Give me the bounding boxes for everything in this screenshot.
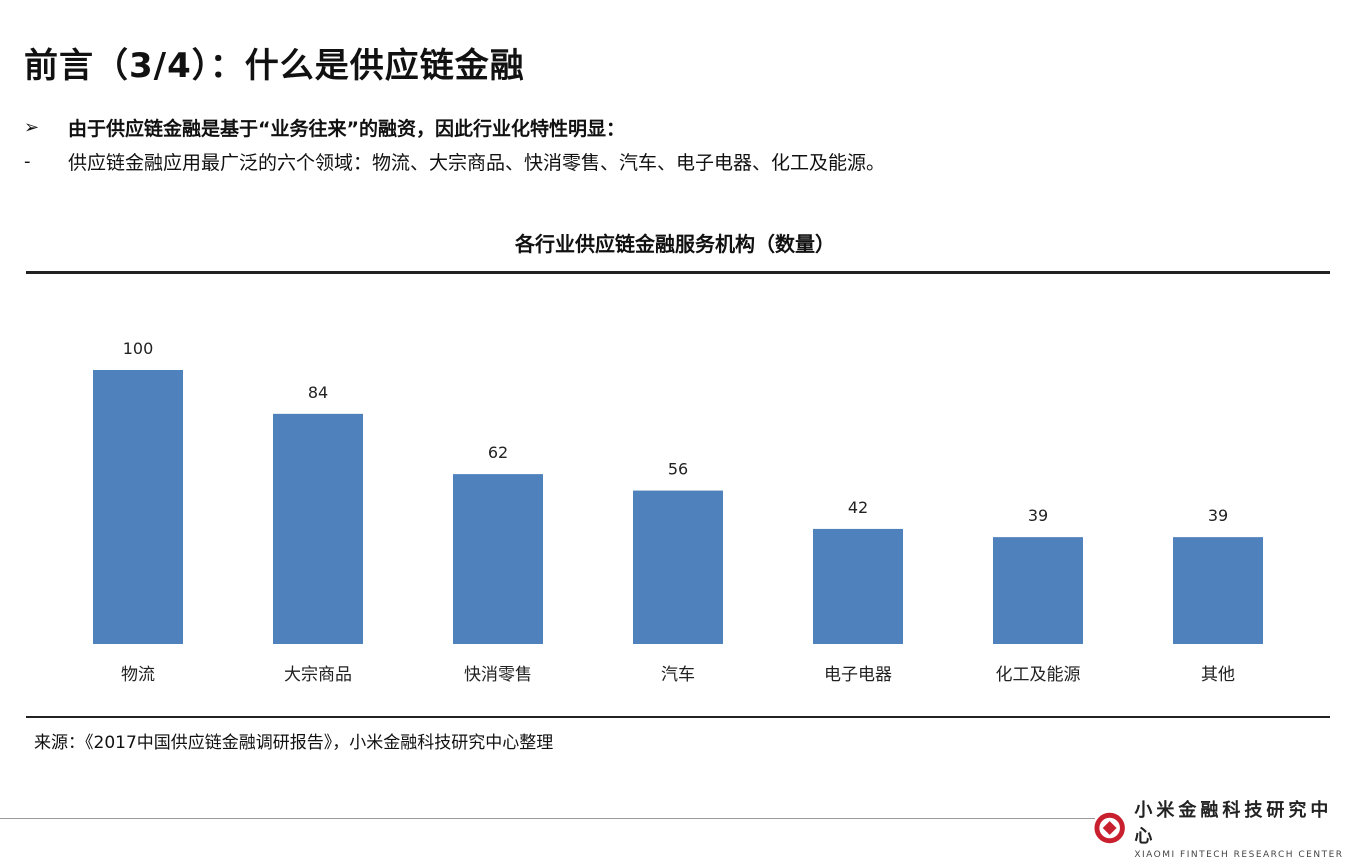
chart-title: 各行业供应链金融服务机构（数量） [515, 232, 835, 256]
data-label: 100 [123, 339, 154, 358]
logo-name-en: XIAOMI FINTECH RESEARCH CENTER [1134, 850, 1344, 860]
page-title: 前言（3/4）：什么是供应链金融 [24, 46, 525, 86]
logo-name: 小米金融科技研究中心 [1134, 800, 1333, 847]
bullet-text: 供应链金融应用最广泛的六个领域：物流、大宗商品、快消零售、汽车、电子电器、化工及… [68, 151, 886, 174]
source-note: 来源：《2017中国供应链金融调研报告》，小米金融科技研究中心整理 [34, 733, 554, 753]
bar-2 [273, 413, 363, 644]
data-label: 42 [848, 498, 868, 517]
data-label: 39 [1028, 506, 1048, 525]
bullet-list: ➢ 由于供应链金融是基于“业务往来”的融资，因此行业化特性明显： - 供应链金融… [24, 110, 885, 178]
bar-6 [993, 537, 1083, 644]
chart-top-rule [26, 271, 1330, 274]
bar-7 [1173, 537, 1263, 644]
brand-logo: 小米金融科技研究中心 XIAOMI FINTECH RESEARCH CENTE… [1093, 796, 1350, 860]
bar-chart: 100 物流 84 大宗商品 62 快消零售 56 汽车 42 电子电器 39 化工及能源 39 其他 [93, 339, 1263, 685]
category-label: 大宗商品 [284, 665, 352, 685]
bar-5 [813, 528, 903, 644]
category-label: 物流 [121, 665, 155, 685]
bullet-text: 由于供应链金融是基于“业务往来”的融资，因此行业化特性明显： [68, 117, 625, 140]
data-label: 84 [308, 383, 328, 402]
chart-bottom-rule [26, 716, 1330, 718]
logo-mark-icon [1094, 812, 1125, 844]
bar-3 [453, 474, 543, 644]
category-label: 电子电器 [824, 665, 892, 685]
data-label: 62 [488, 443, 508, 462]
arrow-bullet-icon: ➢ [24, 116, 40, 138]
bullet-item: - 供应链金融应用最广泛的六个领域：物流、大宗商品、快消零售、汽车、电子电器、化… [24, 144, 885, 178]
category-label: 其他 [1201, 665, 1235, 685]
footer-divider [0, 818, 1095, 819]
bullet-item: ➢ 由于供应链金融是基于“业务往来”的融资，因此行业化特性明显： [24, 110, 885, 144]
category-label: 化工及能源 [996, 665, 1081, 685]
bar-1 [93, 370, 183, 644]
bar-4 [633, 490, 723, 644]
dash-bullet-icon: - [24, 150, 31, 172]
category-label: 快消零售 [464, 665, 532, 685]
category-label: 汽车 [661, 665, 695, 685]
data-label: 39 [1208, 506, 1228, 525]
data-label: 56 [668, 460, 688, 479]
